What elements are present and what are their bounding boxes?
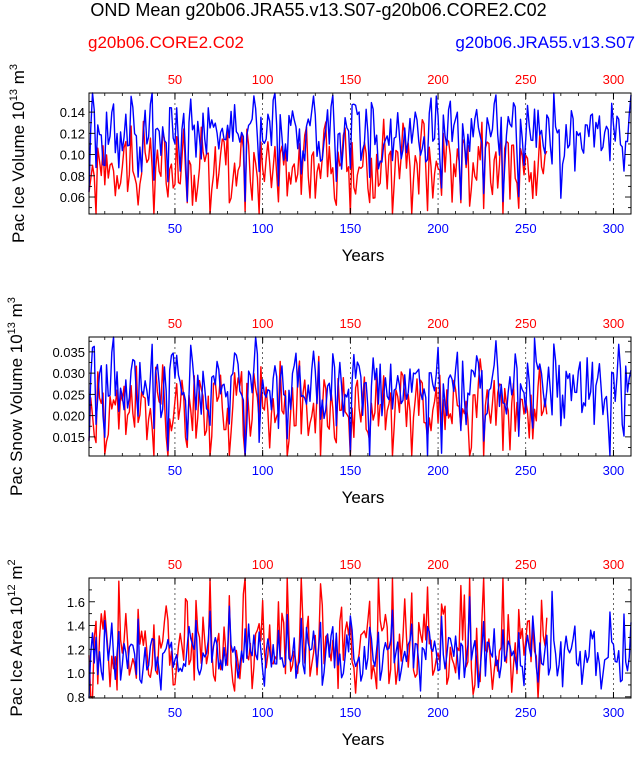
x-tick-label-bottom: 100: [252, 221, 274, 236]
x-tick-label-top: 300: [603, 557, 625, 572]
y-tick-label: 0.08: [60, 169, 85, 184]
plot-frame: [88, 92, 632, 215]
y-tick-label: 0.030: [52, 366, 85, 381]
chart-panel-3: 50 50 100 100 150 150 200 200 250 250 300 300 0.8 1.0…: [6, 557, 632, 749]
y-tick-label: 1.2: [67, 642, 85, 657]
x-tick-label-bottom: 200: [427, 705, 449, 720]
y-tick-label: 0.035: [52, 345, 85, 360]
y-axis-label: Pac Ice Area 1012 m2: [6, 559, 26, 716]
x-tick-label-bottom: 100: [252, 463, 274, 478]
y-tick-label: 1.6: [67, 595, 85, 610]
y-tick-label: 0.020: [52, 409, 85, 424]
series-line-red: [88, 118, 548, 215]
x-tick-label-top: 250: [515, 557, 537, 572]
chart-title: OND Mean g20b06.JRA55.v13.S07-g20b06.COR…: [90, 0, 547, 20]
x-tick-label-top: 300: [603, 316, 625, 331]
x-tick-label-bottom: 50: [168, 705, 182, 720]
legend-red-label: g20b06.CORE2.C02: [88, 33, 244, 52]
x-tick-label-top: 250: [515, 72, 537, 87]
x-tick-label-top: 200: [427, 316, 449, 331]
x-tick-label-top: 100: [252, 316, 274, 331]
x-tick-label-top: 100: [252, 557, 274, 572]
x-tick-label-bottom: 200: [427, 463, 449, 478]
y-tick-label: 1.0: [67, 666, 85, 681]
x-tick-label-top: 250: [515, 316, 537, 331]
x-tick-label-top: 50: [168, 72, 182, 87]
x-tick-label-top: 300: [603, 72, 625, 87]
x-tick-label-bottom: 50: [168, 463, 182, 478]
x-tick-label-top: 150: [340, 557, 362, 572]
y-tick-label: 0.14: [60, 105, 85, 120]
x-tick-label-bottom: 300: [603, 221, 625, 236]
x-tick-label-bottom: 250: [515, 705, 537, 720]
y-tick-label: 0.025: [52, 387, 85, 402]
y-axis-label: Pac Ice Volume 1013 m3: [8, 64, 28, 243]
x-tick-label-bottom: 250: [515, 463, 537, 478]
x-tick-label-top: 100: [252, 72, 274, 87]
x-tick-label-top: 200: [427, 72, 449, 87]
x-tick-label-bottom: 100: [252, 705, 274, 720]
x-tick-label-top: 200: [427, 557, 449, 572]
x-axis-label: Years: [342, 730, 385, 749]
x-tick-label-bottom: 150: [340, 463, 362, 478]
x-tick-label-bottom: 250: [515, 221, 537, 236]
x-tick-label-top: 50: [168, 557, 182, 572]
x-tick-label-top: 50: [168, 316, 182, 331]
y-tick-label: 1.4: [67, 619, 85, 634]
series-line-blue: [88, 92, 632, 203]
x-tick-label-bottom: 200: [427, 221, 449, 236]
x-tick-label-bottom: 50: [168, 221, 182, 236]
x-tick-label-top: 150: [340, 316, 362, 331]
x-tick-label-bottom: 150: [340, 221, 362, 236]
y-tick-label: 0.8: [67, 690, 85, 705]
chart-panel-1: 50 50 100 100 150 150 200 200 250 250 300 300 0.06 0.…: [8, 64, 632, 265]
plot-frame: [88, 577, 632, 699]
y-axis-label: Pac Snow Volume 1013 m3: [6, 297, 26, 496]
x-axis-label: Years: [342, 246, 385, 265]
legend-blue-label: g20b06.JRA55.v13.S07: [455, 33, 635, 52]
x-tick-label-top: 150: [340, 72, 362, 87]
series-line-blue: [88, 590, 632, 699]
x-axis-label: Years: [342, 488, 385, 507]
y-tick-label: 0.015: [52, 430, 85, 445]
x-tick-label-bottom: 300: [603, 705, 625, 720]
y-tick-label: 0.06: [60, 190, 85, 205]
y-tick-label: 0.12: [60, 126, 85, 141]
chart-panel-2: 50 50 100 100 150 150 200 200 250 250 300 300 0.015 0…: [6, 297, 632, 507]
y-tick-label: 0.10: [60, 148, 85, 163]
plot-frame: [88, 336, 632, 457]
x-tick-label-bottom: 150: [340, 705, 362, 720]
series-line-blue: [88, 336, 632, 457]
x-tick-label-bottom: 300: [603, 463, 625, 478]
